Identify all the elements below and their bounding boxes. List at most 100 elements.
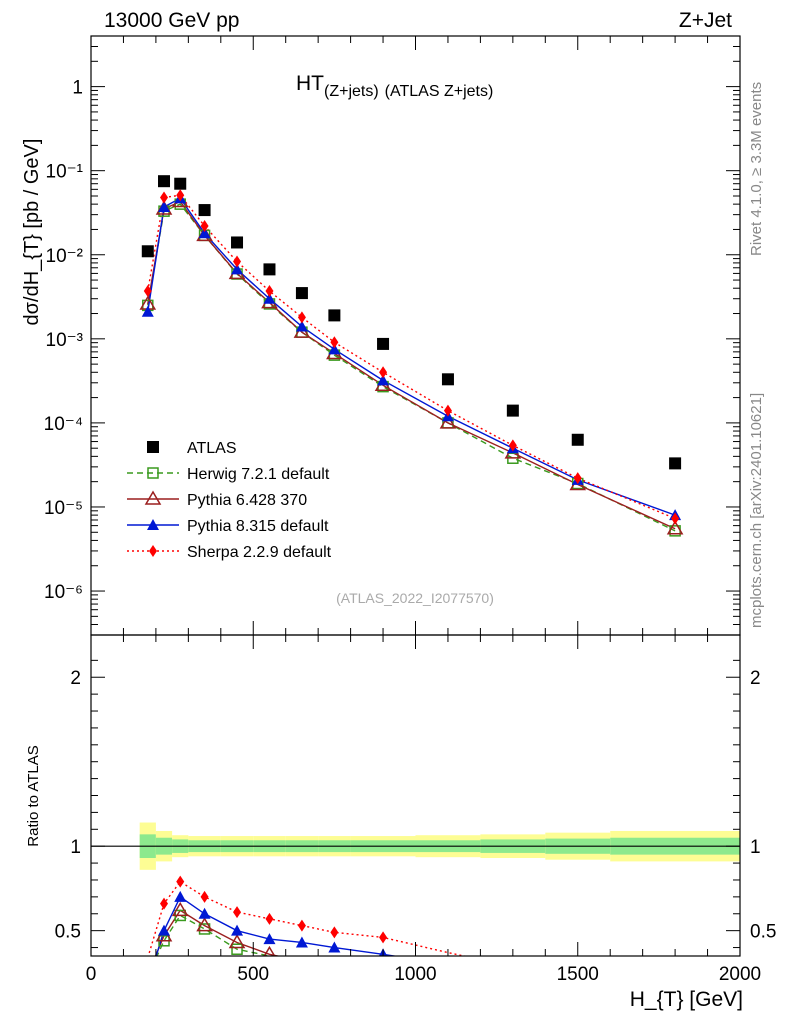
ratio-point-herwig-7-2-1-default [231, 943, 243, 955]
ratio-point-sherpa-2-2-9-default [200, 890, 209, 903]
main-point-atlas [377, 337, 390, 350]
ratio-point-sherpa-2-2-9-default [265, 912, 274, 925]
main-point-sherpa-2-2-9-default [443, 404, 452, 417]
main-point-pythia-8-315-default [231, 263, 244, 275]
x-tick-label: 1500 [557, 964, 599, 985]
main-point-atlas [571, 433, 584, 446]
main-point-atlas [441, 373, 454, 386]
mcplots-label: mcplots.cern.ch [arXiv:2401.10621] [748, 393, 765, 628]
ratio-y-axis-label: Ratio to ATLAS [25, 745, 42, 846]
main-point-sherpa-2-2-9-default [297, 311, 306, 324]
main-point-atlas [231, 236, 244, 249]
main-point-atlas [328, 309, 341, 322]
ratio-point-pythia-6-428-370 [171, 901, 189, 917]
main-point-sherpa-2-2-9-default [200, 219, 209, 232]
analysis-watermark: (ATLAS_2022_I2077570) [336, 590, 494, 606]
main-point-atlas [141, 245, 154, 258]
ratio-point-sherpa-2-2-9-default [379, 931, 388, 944]
main-y-tick-label: 10⁻⁶ [44, 582, 83, 603]
main-point-sherpa-2-2-9-default [265, 285, 274, 298]
main-point-pythia-8-315-default [377, 374, 390, 386]
main-point-pythia-8-315-default [158, 200, 171, 212]
main-point-atlas [295, 287, 308, 300]
main-y-tick-label: 10⁻² [46, 246, 84, 267]
main-point-sherpa-2-2-9-default [143, 285, 152, 298]
x-tick-label: 0 [86, 964, 97, 985]
ratio-point-sherpa-2-2-9-default [297, 919, 306, 932]
ratio-point-pythia-8-315-default [263, 933, 276, 945]
main-y-tick-label: 10⁻³ [46, 330, 84, 351]
main-y-tick-label: 1 [72, 78, 83, 99]
plot-title-tail: (ATLAS Z+jets) [385, 83, 494, 100]
main-y-tick-label: 10⁻⁴ [44, 414, 83, 435]
main-point-atlas [198, 204, 211, 217]
main-point-sherpa-2-2-9-default [573, 472, 582, 485]
main-y-axis-label: dσ/dH_{T} [pb / GeV] [21, 139, 43, 326]
ratio-point-pythia-8-315-default [174, 890, 187, 902]
main-point-sherpa-2-2-9-default [160, 191, 169, 204]
ratio-y-tick-label: 1 [70, 837, 81, 858]
main-point-pythia-6-428-370 [666, 520, 684, 535]
main-point-pythia-8-315-default [328, 343, 341, 355]
ratio-point-pythia-8-315-default [295, 936, 308, 948]
main-point-atlas [158, 175, 171, 188]
main-point-sherpa-2-2-9-default [330, 336, 339, 349]
ratio-point-pythia-6-428-370 [196, 917, 213, 932]
main-y-tick-label: 10⁻¹ [46, 162, 84, 183]
x-axis-label: H_{T} [GeV] [630, 988, 743, 1011]
ratio-point-pythia-8-315-default [158, 924, 171, 936]
ratio-y-tick-label-right: 1 [750, 837, 761, 858]
legend-label-pythia-8-315-default: Pythia 8.315 default [187, 518, 329, 535]
energy-label: 13000 GeV pp [104, 9, 239, 32]
legend-marker-pythia-8-315-default [147, 519, 159, 530]
ratio-point-sherpa-2-2-9-default [160, 897, 169, 910]
main-point-sherpa-2-2-9-default [379, 366, 388, 379]
legend-label-sherpa-2-2-9-default: Sherpa 2.2.9 default [187, 544, 332, 561]
legend: ATLAS Herwig 7.2.1 default Pythia 6.428 37… [127, 440, 332, 561]
main-point-sherpa-2-2-9-default [508, 439, 517, 452]
main-y-tick-label: 10⁻⁵ [44, 498, 83, 519]
legend-marker-sherpa-2-2-9-default [149, 545, 157, 557]
ratio-line-pythia-8-315-default [155, 895, 399, 956]
ratio-panel-data [147, 875, 468, 956]
plot-title: HT(Z+jets) (ATLAS Z+jets) [296, 72, 493, 100]
main-point-atlas [669, 457, 682, 470]
legend-label-pythia-6-428-370: Pythia 6.428 370 [187, 492, 307, 509]
main-point-sherpa-2-2-9-default [671, 512, 680, 525]
ratio-y-tick-label: 0.5 [55, 922, 81, 943]
ratio-y-tick-label-right: 0.5 [750, 922, 776, 943]
main-point-pythia-6-428-370 [439, 414, 457, 429]
x-tick-label: 500 [237, 964, 269, 985]
ratio-point-pythia-8-315-default [231, 924, 244, 936]
ratio-frame [90, 634, 741, 957]
legend-marker-pythia-6-428-370 [144, 490, 162, 505]
legend-marker-herwig-7-2-1-default [147, 467, 159, 479]
main-point-sherpa-2-2-9-default [176, 189, 185, 202]
plot-title-main: HT [296, 72, 324, 95]
ratio-point-sherpa-2-2-9-default [233, 906, 242, 919]
x-tick-label: 2000 [719, 964, 761, 985]
main-point-pythia-8-315-default [263, 292, 276, 304]
main-y-axis-label-part1: dσ/dH_{T} [pb / GeV] [21, 139, 43, 326]
ratio-point-pythia-6-428-370 [263, 945, 276, 956]
ratio-line-pythia-6-428-370 [154, 909, 282, 956]
process-label: Z+Jet [679, 9, 732, 32]
main-point-pythia-8-315-default [295, 320, 308, 332]
legend-label-atlas: ATLAS [187, 440, 237, 457]
main-point-atlas [506, 404, 519, 417]
ratio-point-pythia-8-315-default [328, 941, 341, 953]
ratio-point-herwig-7-2-1-default [198, 923, 211, 935]
ratio-point-sherpa-2-2-9-default [176, 875, 185, 888]
axes: 1 10⁻¹ 10⁻² 10⁻³ 10⁻⁴ 10⁻⁵ 10⁻⁶ 0 500 1000 1500 200… [44, 35, 776, 985]
main-point-pythia-8-315-default [198, 227, 211, 239]
plot-title-sub: (Z+jets) [324, 83, 379, 100]
ratio-point-sherpa-2-2-9-default [330, 926, 339, 939]
main-panel-data [139, 175, 684, 537]
legend-label-herwig-7-2-1-default: Herwig 7.2.1 default [187, 466, 330, 483]
main-point-pythia-8-315-default [141, 305, 154, 317]
rivet-label: Rivet 4.1.0, ≥ 3.3M events [748, 82, 765, 256]
ratio-point-pythia-6-428-370 [228, 933, 246, 949]
main-point-atlas [174, 177, 187, 190]
ratio-y-tick-label-right: 2 [750, 668, 761, 689]
